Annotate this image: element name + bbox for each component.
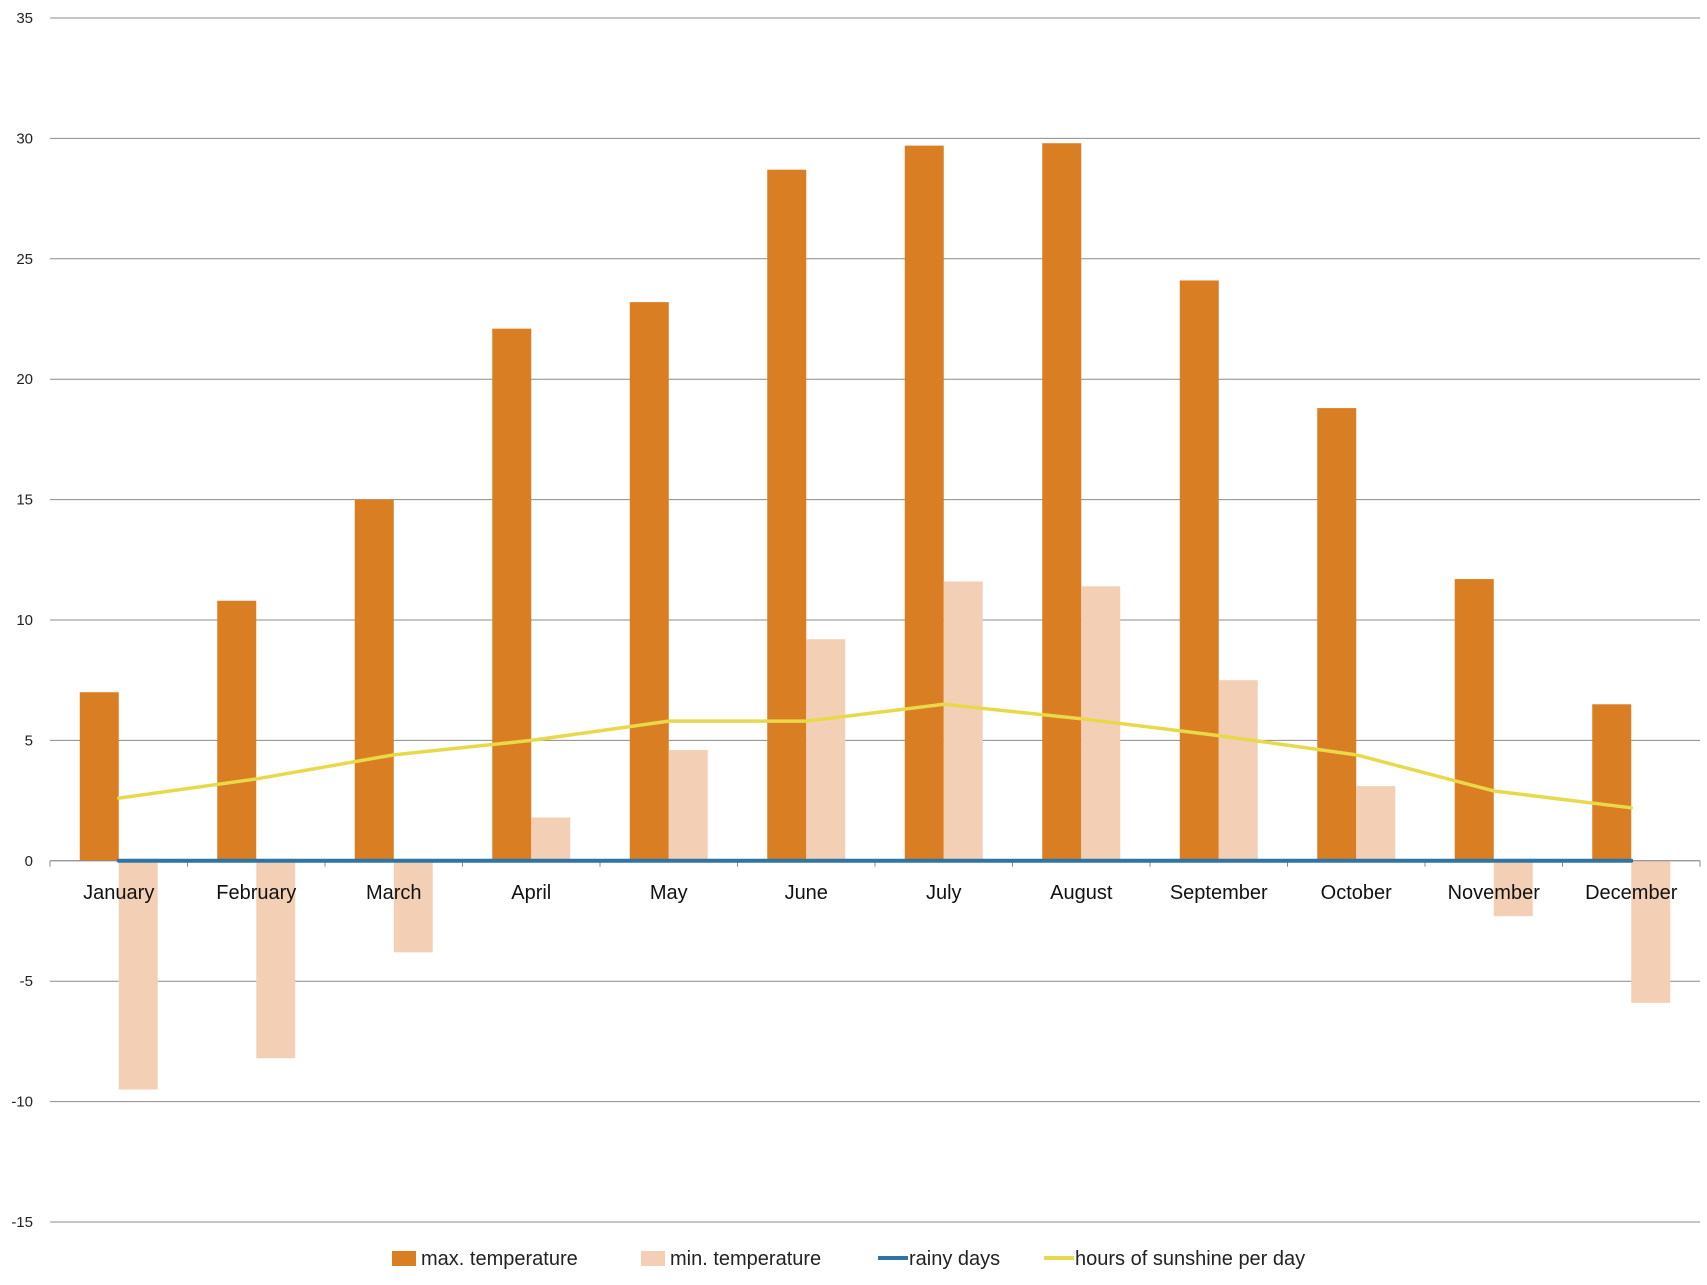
legend-swatch (392, 1251, 416, 1266)
x-tick-label: September (1170, 882, 1268, 904)
y-axis-ticks: 35 30 25 20 15 10 5 0 -5 -10 -15 (11, 10, 33, 1231)
y-tick-label: 30 (16, 130, 33, 147)
max-temperature-bar (217, 600, 257, 861)
min-temperature-bar (1631, 860, 1671, 1003)
legend-swatch (641, 1251, 665, 1266)
gridlines (50, 17, 1700, 1223)
legend-label: hours of sunshine per day (1075, 1248, 1305, 1270)
y-tick-label: -10 (11, 1094, 33, 1111)
min-temperature-bar (1493, 860, 1533, 917)
min-temperature-bar (256, 860, 296, 1059)
y-tick-label: -5 (20, 973, 33, 990)
min-temperature-bar (118, 860, 158, 1090)
bars (79, 143, 1671, 1090)
y-tick-label: 0 (25, 853, 33, 870)
max-temperature-bar (1042, 143, 1082, 861)
max-temperature-bar (904, 145, 944, 861)
max-temperature-bar (629, 302, 669, 861)
legend-label: max. temperature (421, 1248, 578, 1270)
x-tick-label: November (1448, 882, 1541, 904)
x-tick-label: May (650, 882, 688, 904)
legend: max. temperature min. temperature rainy da… (392, 1248, 1305, 1270)
max-temperature-bar (492, 328, 532, 861)
y-tick-label: 20 (16, 371, 33, 388)
min-temperature-bar (531, 817, 571, 861)
x-tick-label: March (366, 882, 422, 904)
max-temperature-bar (79, 692, 119, 861)
min-temperature-bar (1356, 786, 1396, 861)
sunshine-hours-line (117, 702, 1633, 810)
max-temperature-bar (354, 499, 394, 861)
max-temperature-bar (1454, 579, 1494, 861)
max-temperature-bar (767, 169, 807, 861)
min-temperature-bar (668, 750, 708, 861)
legend-label: min. temperature (670, 1248, 821, 1270)
x-tick-label: August (1050, 882, 1113, 904)
legend-label: rainy days (909, 1248, 1000, 1270)
max-temperature-bar (1317, 408, 1357, 861)
lines (116, 702, 1634, 863)
min-temperature-bar (1218, 680, 1258, 861)
x-tick-label: October (1321, 882, 1392, 904)
y-tick-label: -15 (11, 1214, 33, 1231)
x-axis-labels: January February March April May June July Augu… (83, 882, 1678, 904)
x-tick-label: January (83, 882, 154, 904)
max-temperature-bar (1179, 280, 1219, 861)
x-tick-label: June (785, 882, 828, 904)
y-tick-label: 5 (25, 732, 33, 749)
x-tick-label: February (216, 882, 296, 904)
min-temperature-bar (393, 860, 433, 953)
max-temperature-bar (1592, 704, 1632, 861)
x-tick-label: December (1585, 882, 1678, 904)
min-temperature-bar (943, 581, 983, 861)
min-temperature-bar (806, 639, 846, 861)
y-tick-label: 15 (16, 492, 33, 509)
y-tick-label: 25 (16, 251, 33, 268)
x-tick-label: April (511, 882, 551, 904)
x-tick-label: July (926, 882, 962, 904)
y-tick-label: 35 (16, 10, 33, 27)
y-tick-label: 10 (16, 612, 33, 629)
